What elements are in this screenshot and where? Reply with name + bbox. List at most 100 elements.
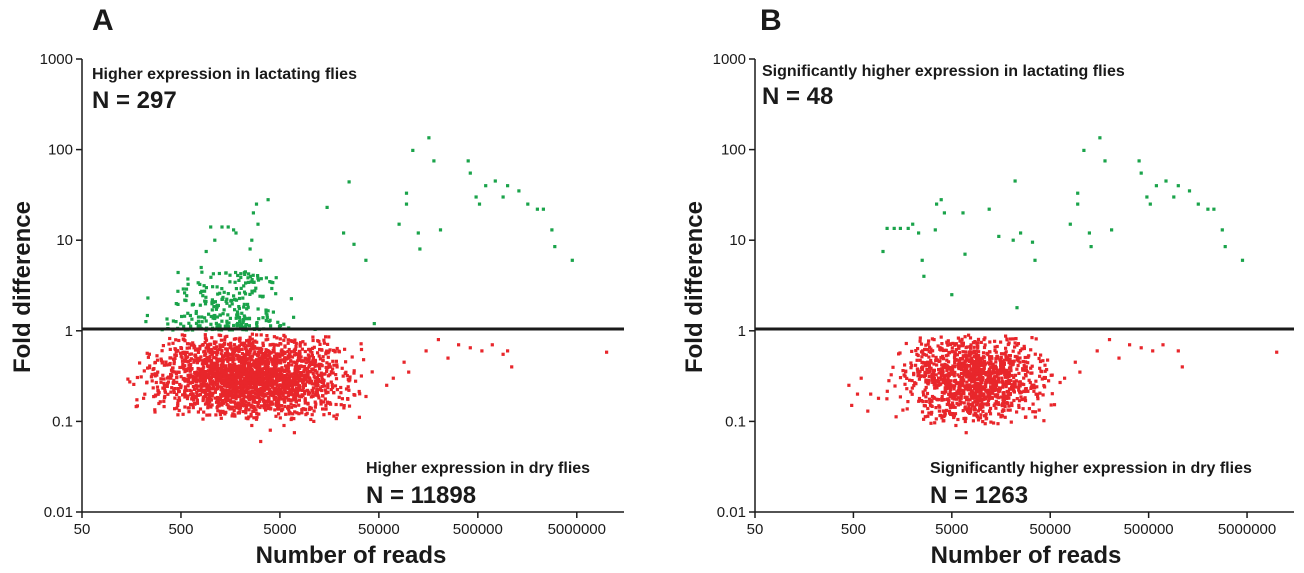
data-point bbox=[317, 354, 321, 358]
data-point bbox=[1145, 195, 1149, 199]
data-point bbox=[928, 400, 932, 404]
data-point bbox=[249, 405, 253, 409]
data-point bbox=[218, 409, 222, 413]
data-point bbox=[968, 398, 972, 402]
data-point bbox=[195, 398, 199, 402]
data-point bbox=[245, 339, 249, 343]
data-point bbox=[988, 350, 992, 354]
data-point bbox=[975, 381, 979, 385]
data-point bbox=[249, 381, 253, 385]
data-point bbox=[1008, 408, 1012, 412]
data-point bbox=[234, 354, 239, 358]
data-point bbox=[1043, 363, 1047, 367]
data-point bbox=[941, 419, 945, 423]
data-point bbox=[993, 364, 998, 368]
data-point bbox=[1021, 407, 1025, 411]
data-point bbox=[238, 366, 242, 370]
data-point bbox=[238, 407, 242, 411]
data-point bbox=[186, 373, 190, 378]
data-point bbox=[172, 390, 176, 394]
data-point bbox=[962, 365, 966, 369]
data-point bbox=[148, 364, 152, 368]
data-point bbox=[250, 345, 254, 349]
data-point bbox=[240, 351, 245, 356]
data-point bbox=[242, 305, 246, 309]
data-point bbox=[271, 379, 275, 383]
data-point bbox=[252, 359, 256, 363]
data-point bbox=[221, 295, 225, 299]
data-point bbox=[997, 396, 1001, 400]
data-point bbox=[929, 350, 933, 354]
data-point bbox=[308, 407, 312, 411]
data-point bbox=[322, 400, 326, 404]
data-point bbox=[229, 341, 233, 345]
data-point bbox=[1035, 385, 1039, 389]
data-point bbox=[570, 258, 574, 262]
data-point bbox=[198, 407, 203, 411]
data-point bbox=[300, 408, 304, 412]
data-point bbox=[979, 359, 983, 363]
data-point bbox=[207, 392, 211, 397]
data-point bbox=[271, 363, 275, 367]
data-point bbox=[966, 402, 970, 406]
data-point bbox=[1008, 354, 1012, 358]
data-point bbox=[249, 280, 253, 284]
data-point bbox=[247, 408, 251, 412]
data-point bbox=[920, 360, 924, 365]
data-point bbox=[233, 308, 237, 312]
data-point bbox=[988, 355, 992, 359]
data-point bbox=[299, 371, 304, 375]
data-point bbox=[186, 311, 190, 315]
data-point bbox=[268, 356, 272, 360]
data-point bbox=[1042, 419, 1046, 423]
data-point bbox=[242, 344, 246, 348]
data-point bbox=[283, 404, 287, 409]
data-point bbox=[246, 302, 250, 306]
data-point bbox=[218, 412, 222, 417]
data-point bbox=[287, 347, 291, 352]
data-point bbox=[1017, 399, 1022, 403]
data-point bbox=[927, 339, 931, 343]
data-point bbox=[284, 412, 288, 416]
data-point bbox=[937, 409, 941, 413]
data-point bbox=[926, 360, 930, 364]
data-point bbox=[280, 358, 284, 362]
data-point bbox=[210, 379, 215, 383]
data-point bbox=[320, 380, 324, 384]
data-point bbox=[283, 391, 287, 395]
data-point bbox=[359, 347, 364, 352]
data-point bbox=[1047, 379, 1051, 383]
data-point bbox=[268, 370, 273, 374]
data-point bbox=[1004, 384, 1008, 388]
data-point bbox=[208, 413, 212, 417]
data-point bbox=[249, 357, 253, 361]
data-point bbox=[313, 380, 317, 384]
data-point bbox=[342, 231, 346, 235]
data-point bbox=[162, 381, 166, 385]
data-point bbox=[198, 358, 202, 362]
data-point bbox=[247, 371, 251, 375]
data-point bbox=[1003, 415, 1007, 419]
data-point bbox=[397, 222, 401, 226]
data-point bbox=[912, 373, 916, 377]
data-point bbox=[960, 357, 964, 361]
data-point bbox=[898, 376, 903, 380]
data-point bbox=[239, 369, 243, 373]
data-point bbox=[230, 356, 234, 360]
data-point bbox=[1028, 380, 1032, 385]
data-point bbox=[166, 375, 171, 379]
data-point bbox=[214, 382, 218, 387]
data-point bbox=[925, 391, 930, 396]
data-point bbox=[222, 375, 226, 379]
data-point bbox=[255, 333, 259, 337]
data-point bbox=[233, 363, 237, 367]
data-point bbox=[215, 365, 219, 369]
data-point bbox=[215, 397, 219, 402]
data-point bbox=[910, 349, 914, 353]
data-point bbox=[184, 387, 188, 391]
data-point bbox=[156, 388, 160, 392]
data-point bbox=[224, 299, 228, 303]
data-point bbox=[324, 335, 328, 339]
data-point bbox=[198, 282, 202, 286]
data-point bbox=[298, 356, 302, 360]
